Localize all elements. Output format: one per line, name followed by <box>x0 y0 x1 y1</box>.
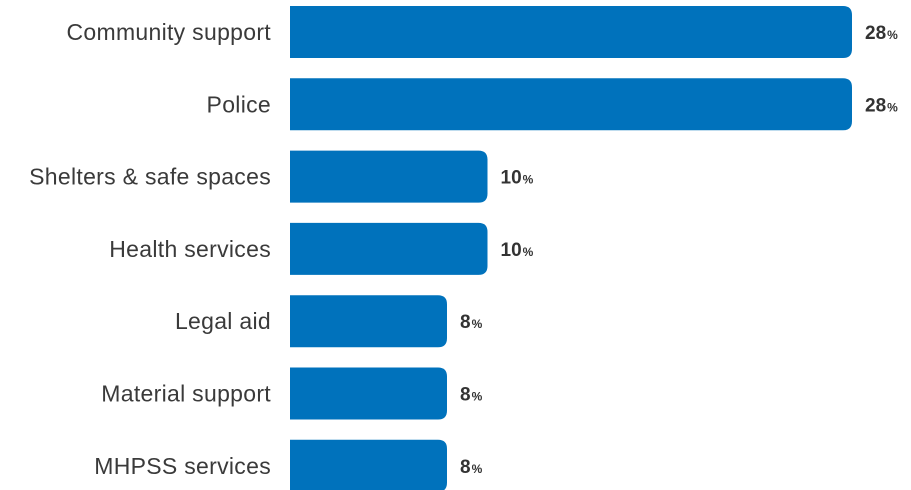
value-unit: % <box>887 28 898 42</box>
value-unit: % <box>887 100 898 114</box>
value-number: 8 <box>460 385 471 406</box>
value-label: 10% <box>501 168 534 189</box>
value-number: 28 <box>865 23 886 44</box>
category-label: MHPSS services <box>94 453 271 479</box>
value-label: 8% <box>460 385 483 406</box>
value-number: 28 <box>865 95 886 116</box>
value-unit: % <box>472 390 483 404</box>
category-label: Police <box>207 91 271 117</box>
value-unit: % <box>523 173 534 187</box>
bar <box>290 222 488 275</box>
value-unit: % <box>523 245 534 259</box>
bar <box>290 150 488 203</box>
bar <box>290 295 447 348</box>
value-label: 8% <box>460 312 483 333</box>
value-number: 8 <box>460 457 471 478</box>
category-label: Shelters & safe spaces <box>29 164 271 190</box>
bar <box>290 367 447 420</box>
value-unit: % <box>472 317 483 331</box>
category-label: Community support <box>66 19 271 45</box>
value-label: 10% <box>501 240 534 261</box>
value-number: 10 <box>501 240 522 261</box>
bar <box>290 78 852 131</box>
bar <box>290 6 852 58</box>
category-label: Health services <box>109 236 271 262</box>
category-label: Legal aid <box>175 308 271 334</box>
value-number: 8 <box>460 312 471 333</box>
chart-rows: Community support 28% Police 28% Shelters & … <box>29 6 898 490</box>
category-label: Material support <box>101 381 271 407</box>
bar <box>290 439 447 490</box>
value-unit: % <box>472 462 483 476</box>
value-label: 8% <box>460 457 483 478</box>
value-label: 28% <box>865 23 898 44</box>
value-label: 28% <box>865 95 898 116</box>
value-number: 10 <box>501 168 522 189</box>
